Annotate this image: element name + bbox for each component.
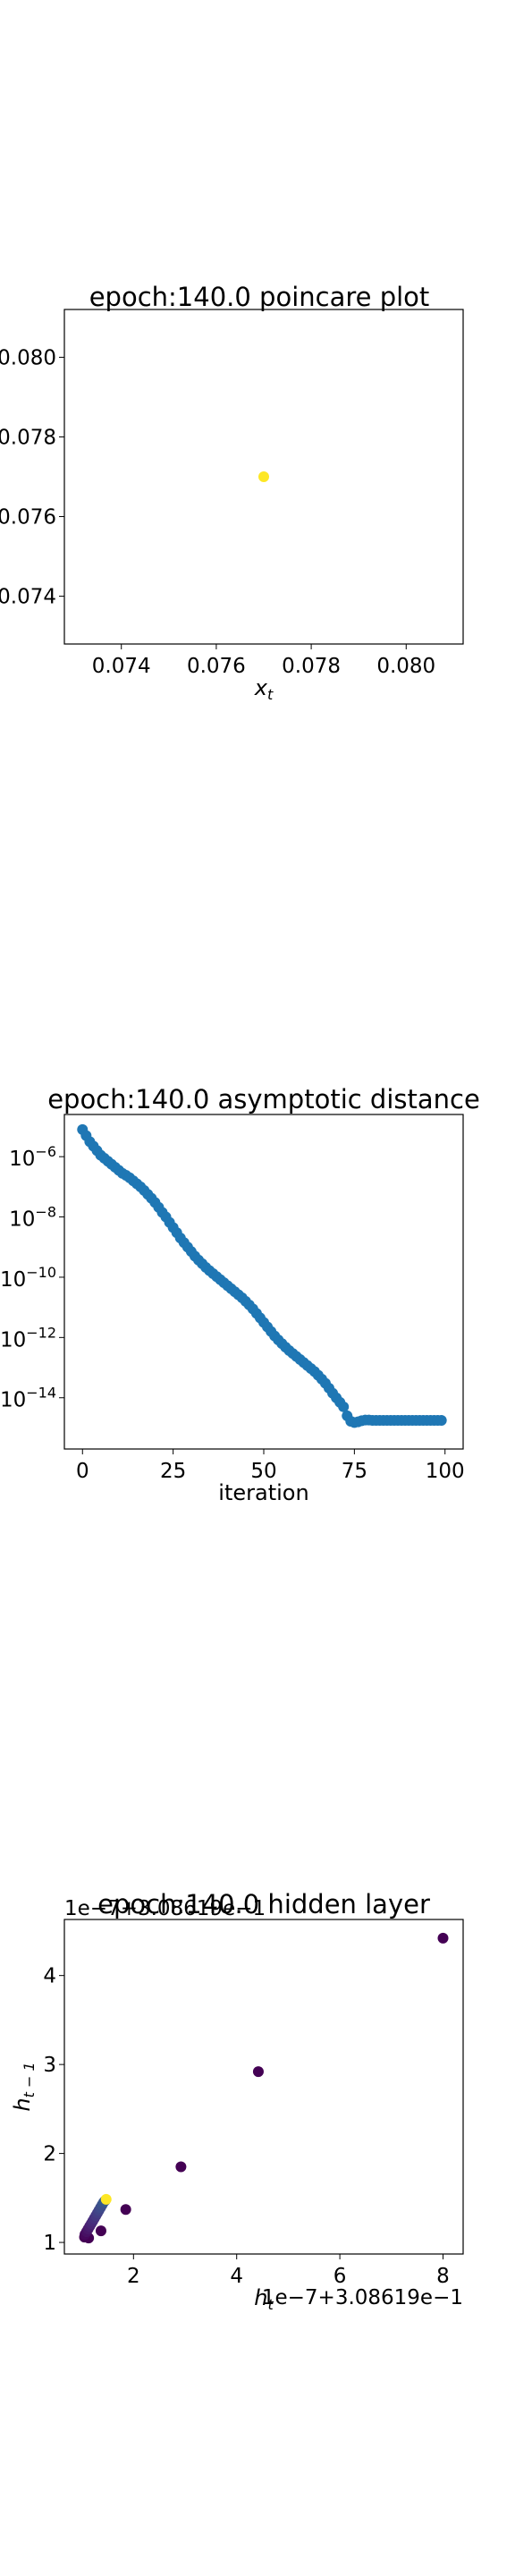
- asymptotic-y-tick-label: 10−14: [0, 1385, 56, 1412]
- asymptotic-y-tick-label: 10−8: [9, 1204, 56, 1232]
- asymptotic-x-tick-label: 50: [250, 1460, 276, 1483]
- asymptotic-points: [77, 1123, 447, 1428]
- hidden-title: epoch:140.0 hidden layer: [97, 1889, 430, 1919]
- poincare-title: epoch:140.0 poincare plot: [89, 282, 430, 312]
- hidden-points: [79, 1932, 449, 2244]
- hidden-x-offset-text: 1e−7+3.08619e−1: [262, 2286, 463, 2309]
- hidden-point: [120, 2204, 131, 2216]
- poincare-x-tick-label: 0.078: [282, 655, 341, 678]
- poincare-point: [258, 471, 269, 482]
- poincare-y-ticks: 0.074 0.076 0.078 0.080: [0, 346, 64, 609]
- hidden-y-tick-label: 4: [43, 1965, 56, 1988]
- asymptotic-point: [338, 1401, 350, 1412]
- poincare-x-tick-label: 0.080: [376, 655, 435, 678]
- asymptotic-y-tick-label: 10−6: [9, 1143, 56, 1171]
- hidden-x-ticks: 2 4 6 8: [127, 2254, 450, 2288]
- hidden-layer-plot: epoch:140.0 hidden layer 1e−7+3.08619e−1…: [10, 1889, 464, 2313]
- asymptotic-distance-plot: epoch:140.0 asymptotic distance 0 25 50 75 1…: [0, 1084, 480, 1505]
- asymptotic-point: [435, 1414, 447, 1426]
- hidden-y-tick-label: 3: [43, 2054, 56, 2077]
- poincare-y-tick-label: 0.076: [0, 506, 56, 530]
- poincare-x-tick-label: 0.074: [92, 655, 151, 678]
- hidden-point: [437, 1932, 449, 1944]
- hidden-x-tick-label: 4: [230, 2265, 243, 2288]
- asymptotic-title: epoch:140.0 asymptotic distance: [47, 1084, 480, 1114]
- hidden-y-tick-label: 1: [43, 2232, 56, 2255]
- asymptotic-x-ticks: 0 25 50 75 100: [76, 1449, 465, 1483]
- asymptotic-x-tick-label: 75: [342, 1460, 367, 1483]
- poincare-x-ticks: 0.074 0.076 0.078 0.080: [92, 644, 435, 678]
- hidden-y-tick-label: 2: [43, 2143, 56, 2166]
- asymptotic-x-tick-label: 0: [76, 1460, 89, 1483]
- asymptotic-y-tick-label: 10−10: [0, 1264, 56, 1292]
- hidden-point: [252, 2066, 264, 2078]
- poincare-axes-frame: [63, 309, 464, 645]
- hidden-y-offset-text: 1e−7+3.08619e−1: [64, 1897, 266, 1920]
- hidden-x-tick-label: 2: [127, 2265, 140, 2288]
- hidden-point: [95, 2225, 106, 2237]
- hidden-x-tick-label: 8: [436, 2265, 450, 2288]
- poincare-y-tick-label: 0.078: [0, 426, 56, 449]
- asymptotic-x-label: iteration: [218, 1480, 308, 1505]
- hidden-point: [175, 2161, 187, 2173]
- asymptotic-y-ticks: 10−6 10−8 10−10 10−12 10−14: [0, 1143, 64, 1412]
- asymptotic-x-tick-label: 100: [426, 1460, 465, 1483]
- poincare-x-tick-label: 0.076: [187, 655, 246, 678]
- poincare-points: [258, 471, 269, 482]
- hidden-axes-frame: [63, 1919, 464, 2255]
- asymptotic-x-tick-label: 25: [160, 1460, 186, 1483]
- asymptotic-y-tick-label: 10−12: [0, 1324, 56, 1352]
- poincare-y-tick-label: 0.080: [0, 346, 56, 369]
- hidden-y-ticks: 1 2 3 4: [43, 1965, 64, 2255]
- hidden-x-tick-label: 6: [333, 2265, 347, 2288]
- hidden-point: [100, 2193, 112, 2205]
- poincare-y-tick-label: 0.074: [0, 586, 56, 609]
